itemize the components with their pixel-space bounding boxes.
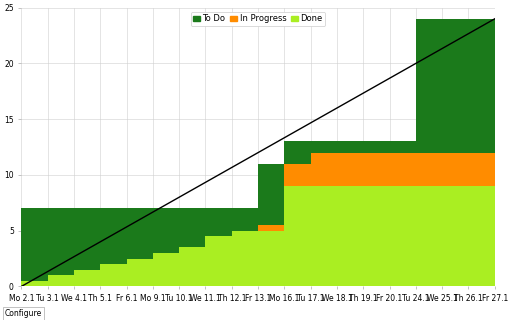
Legend: To Do, In Progress, Done: To Do, In Progress, Done — [191, 12, 325, 26]
Text: Configure: Configure — [5, 309, 42, 318]
